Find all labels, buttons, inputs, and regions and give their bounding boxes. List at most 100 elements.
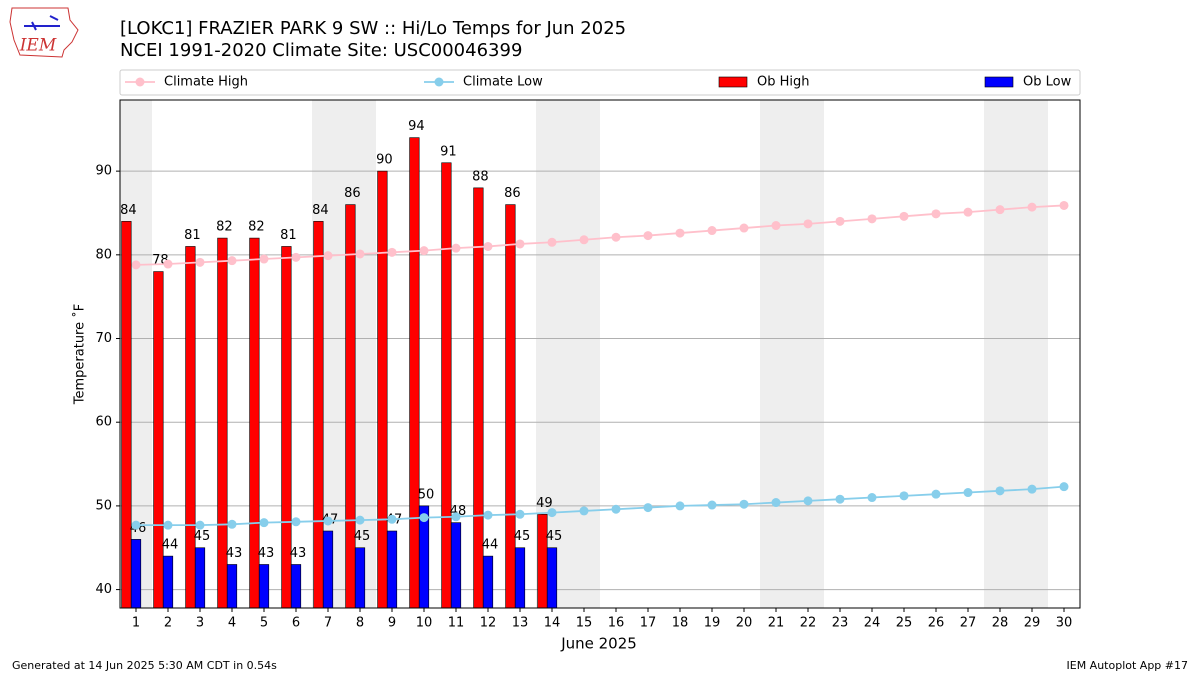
bar xyxy=(377,170,388,609)
point xyxy=(643,231,653,241)
point xyxy=(387,247,397,257)
data-label: 43 xyxy=(290,546,307,561)
point xyxy=(515,509,525,519)
x-tick-label: 5 xyxy=(260,616,268,631)
point xyxy=(867,493,877,503)
footer-right: IEM Autoplot App #17 xyxy=(1067,659,1189,672)
point xyxy=(259,518,269,528)
point xyxy=(707,500,717,510)
point xyxy=(387,514,397,524)
data-label: 50 xyxy=(418,487,435,502)
data-label: 82 xyxy=(216,220,233,235)
x-tick-label: 27 xyxy=(960,616,977,631)
point xyxy=(771,498,781,508)
x-axis-label: June 2025 xyxy=(560,635,637,653)
bar xyxy=(345,204,356,609)
point xyxy=(355,249,365,259)
data-label: 45 xyxy=(194,529,211,544)
point xyxy=(899,491,909,501)
x-tick-label: 9 xyxy=(388,616,396,631)
data-label: 49 xyxy=(536,496,553,511)
chart-subtitle: NCEI 1991-2020 Climate Site: USC00046399 xyxy=(120,40,522,61)
data-label: 44 xyxy=(482,538,499,553)
bar xyxy=(322,530,334,609)
x-tick-label: 30 xyxy=(1056,616,1073,631)
point xyxy=(803,496,813,506)
y-tick-label: 60 xyxy=(95,415,112,430)
point xyxy=(739,499,749,509)
line xyxy=(136,485,1065,527)
bar xyxy=(386,530,398,609)
bar xyxy=(514,547,526,609)
point xyxy=(227,256,237,266)
point xyxy=(611,504,621,514)
point xyxy=(291,517,301,527)
x-tick-label: 23 xyxy=(832,616,849,631)
plot-frame xyxy=(119,99,1081,609)
y-tick-label: 80 xyxy=(95,247,112,262)
point xyxy=(803,219,813,229)
y-tick-label: 40 xyxy=(95,582,112,597)
point xyxy=(995,205,1005,215)
y-axis-label: Temperature ˚F xyxy=(72,304,88,405)
point xyxy=(323,251,333,261)
point xyxy=(547,508,557,518)
data-label: 45 xyxy=(354,529,371,544)
point xyxy=(131,260,141,270)
point xyxy=(323,516,333,526)
point xyxy=(963,488,973,498)
point xyxy=(675,501,685,511)
bar xyxy=(546,547,558,609)
point xyxy=(771,221,781,231)
bar xyxy=(162,555,174,609)
point xyxy=(611,232,621,242)
point xyxy=(163,520,173,530)
y-tick-label: 50 xyxy=(95,498,112,513)
x-tick-label: 25 xyxy=(896,616,913,631)
data-label: 81 xyxy=(184,228,201,243)
bar xyxy=(441,162,452,609)
legend-marker xyxy=(434,77,444,87)
point xyxy=(675,228,685,238)
x-tick-label: 7 xyxy=(324,616,332,631)
point xyxy=(515,239,525,249)
point xyxy=(835,494,845,504)
point xyxy=(835,216,845,226)
bar xyxy=(290,564,302,609)
legend-swatch xyxy=(984,76,1014,88)
x-tick-label: 14 xyxy=(544,616,561,631)
data-label: 88 xyxy=(472,169,489,184)
data-label: 86 xyxy=(504,186,521,201)
x-tick-label: 29 xyxy=(1024,616,1041,631)
bar xyxy=(153,271,164,609)
bar xyxy=(450,522,462,609)
data-label: 43 xyxy=(226,546,243,561)
point xyxy=(931,209,941,219)
x-tick-label: 22 xyxy=(800,616,817,631)
point xyxy=(579,506,589,516)
point xyxy=(355,515,365,525)
bar xyxy=(505,204,516,609)
data-label: 84 xyxy=(312,203,329,218)
data-label: 84 xyxy=(120,203,137,218)
point xyxy=(1027,484,1037,494)
x-tick-label: 18 xyxy=(672,616,689,631)
bar xyxy=(258,564,270,609)
point xyxy=(707,226,717,236)
x-tick-label: 21 xyxy=(768,616,785,631)
point xyxy=(451,243,461,253)
x-tick-label: 12 xyxy=(480,616,497,631)
chart-title: [LOKC1] FRAZIER PARK 9 SW :: Hi/Lo Temps… xyxy=(120,18,626,39)
point xyxy=(579,235,589,245)
point xyxy=(483,241,493,251)
bar xyxy=(121,221,132,609)
data-label: 45 xyxy=(514,529,531,544)
bar xyxy=(185,246,196,609)
point xyxy=(867,214,877,224)
point xyxy=(163,259,173,269)
x-tick-label: 16 xyxy=(608,616,625,631)
bar xyxy=(194,547,206,609)
data-label: 86 xyxy=(344,186,361,201)
point xyxy=(419,246,429,256)
legend-label: Ob Low xyxy=(1023,75,1072,90)
